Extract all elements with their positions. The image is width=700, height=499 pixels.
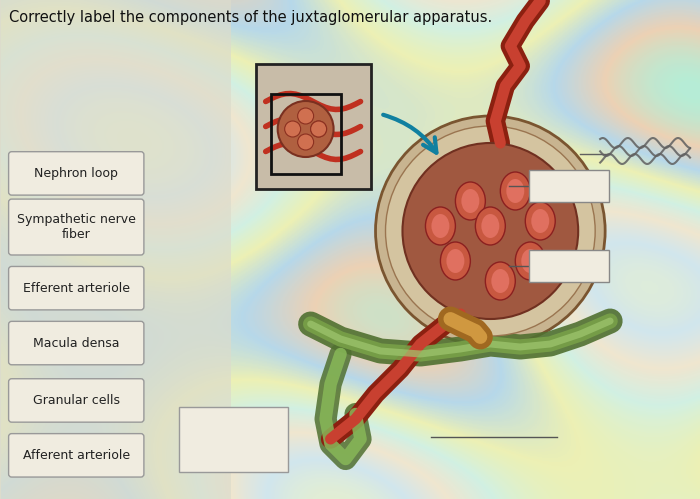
- FancyBboxPatch shape: [8, 321, 144, 365]
- Ellipse shape: [500, 172, 531, 210]
- Bar: [528, 170, 609, 202]
- Text: Sympathetic nerve
fiber: Sympathetic nerve fiber: [17, 213, 136, 241]
- Text: Correctly label the components of the juxtaglomerular apparatus.: Correctly label the components of the ju…: [9, 10, 492, 25]
- Text: Macula densa: Macula densa: [33, 336, 120, 350]
- Ellipse shape: [431, 214, 449, 238]
- Ellipse shape: [447, 249, 464, 273]
- Circle shape: [386, 126, 595, 336]
- Circle shape: [298, 134, 314, 150]
- Bar: [256, 64, 370, 189]
- Ellipse shape: [522, 249, 539, 273]
- Ellipse shape: [482, 214, 499, 238]
- Ellipse shape: [485, 262, 515, 300]
- Circle shape: [285, 121, 300, 137]
- Circle shape: [311, 121, 327, 137]
- Ellipse shape: [491, 269, 510, 293]
- Text: Efferent arteriole: Efferent arteriole: [22, 281, 130, 295]
- Ellipse shape: [475, 207, 505, 245]
- FancyBboxPatch shape: [8, 379, 144, 422]
- Bar: [271, 94, 341, 174]
- Ellipse shape: [506, 179, 524, 203]
- Bar: [528, 250, 609, 282]
- FancyBboxPatch shape: [8, 434, 144, 477]
- Ellipse shape: [426, 207, 456, 245]
- Circle shape: [402, 143, 578, 319]
- Text: Granular cells: Granular cells: [33, 394, 120, 407]
- FancyBboxPatch shape: [8, 266, 144, 310]
- FancyBboxPatch shape: [8, 152, 144, 195]
- Ellipse shape: [440, 242, 470, 280]
- Ellipse shape: [531, 209, 550, 233]
- Ellipse shape: [515, 242, 545, 280]
- Circle shape: [278, 101, 334, 157]
- Ellipse shape: [525, 202, 555, 240]
- Bar: [1, 0, 231, 499]
- Circle shape: [311, 121, 327, 137]
- Bar: [179, 407, 288, 472]
- Circle shape: [298, 108, 314, 124]
- FancyBboxPatch shape: [8, 199, 144, 255]
- Ellipse shape: [456, 182, 485, 220]
- Ellipse shape: [461, 189, 480, 213]
- Circle shape: [375, 116, 606, 346]
- Text: Nephron loop: Nephron loop: [34, 167, 118, 180]
- Text: Afferent arteriole: Afferent arteriole: [22, 449, 130, 462]
